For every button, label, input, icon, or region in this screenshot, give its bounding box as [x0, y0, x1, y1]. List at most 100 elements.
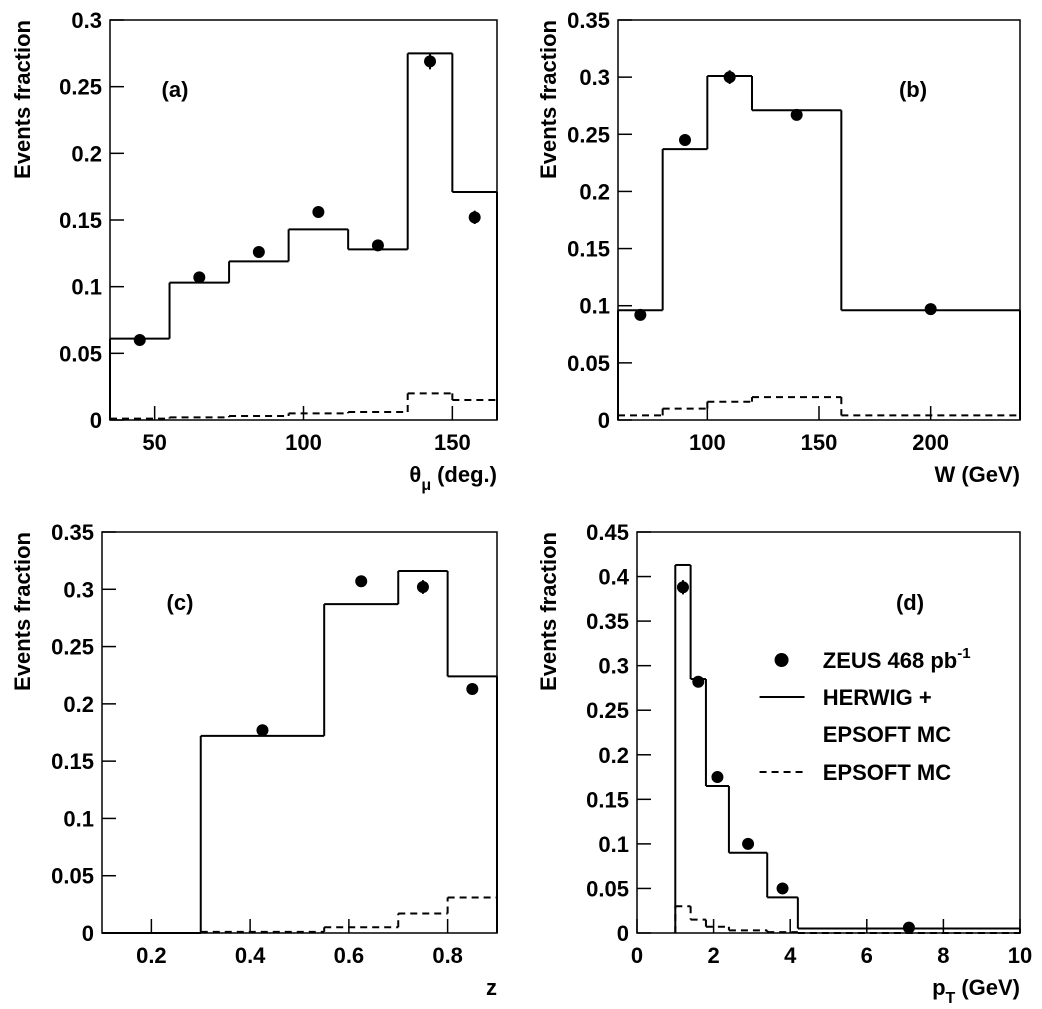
data-point [312, 206, 325, 218]
x-axis-label-unit: (GeV) [961, 975, 1020, 1000]
x-tick-label: 200 [912, 430, 949, 455]
y-tick-label: 0.1 [579, 294, 610, 319]
x-tick-label: 50 [142, 430, 166, 455]
x-axis-label: θμ (deg.) [409, 462, 497, 494]
y-tick-label: 0.1 [63, 806, 94, 831]
y-tick-label: 0.3 [63, 577, 94, 602]
data-point [133, 334, 146, 346]
data-point [634, 308, 647, 321]
panel-label: (a) [162, 77, 189, 102]
x-axis-label: W (GeV) [934, 462, 1020, 487]
data-point [468, 211, 481, 224]
y-tick-label: 0.25 [567, 122, 610, 147]
legend-label: HERWIG + [823, 685, 932, 710]
panel-label: (d) [896, 590, 924, 615]
y-tick-label: 0.2 [71, 141, 102, 166]
y-tick-label: 0.15 [567, 237, 610, 262]
data-point [924, 303, 937, 316]
y-tick-label: 0.25 [586, 698, 629, 723]
x-axis-label-sub: μ [421, 477, 431, 494]
y-tick-label: 0.25 [51, 635, 94, 660]
panel-label: (c) [167, 590, 194, 615]
x-axis-label-main: z [486, 975, 497, 1000]
data-point [252, 246, 265, 258]
x-tick-label: 0 [631, 943, 643, 968]
legend-label-sup: -1 [957, 645, 970, 662]
panel-label: (b) [899, 77, 927, 102]
data-point [371, 239, 384, 252]
data-point [256, 724, 269, 737]
y-axis-label: Events fraction [10, 20, 35, 179]
x-tick-label: 0.4 [235, 943, 266, 968]
y-tick-label: 0.15 [586, 787, 629, 812]
data-point [424, 55, 437, 68]
y-tick-label: 0.05 [59, 341, 102, 366]
x-tick-label: 6 [861, 943, 873, 968]
y-tick-label: 0.1 [598, 832, 629, 857]
x-axis-label-sub: T [946, 990, 956, 1007]
x-axis-label: z [486, 975, 497, 1000]
x-axis-label-main: W (GeV) [934, 462, 1020, 487]
x-tick-label: 100 [689, 430, 726, 455]
y-tick-label: 0.3 [579, 65, 610, 90]
legend-label: ZEUS 468 pb-1 [823, 645, 971, 673]
x-tick-label: 0.2 [136, 943, 167, 968]
y-tick-label: 0.35 [51, 520, 94, 545]
y-tick-label: 0 [598, 408, 610, 433]
data-point [902, 921, 915, 934]
x-tick-label: 150 [434, 430, 471, 455]
y-tick-label: 0.2 [598, 743, 629, 768]
x-tick-label: 0.8 [432, 943, 463, 968]
data-point [193, 271, 206, 284]
plot-frame [617, 19, 1021, 421]
y-tick-label: 0 [90, 408, 102, 433]
y-tick-label: 0.35 [567, 8, 610, 33]
legend-label: EPSOFT MC [823, 722, 951, 747]
data-point [679, 134, 691, 146]
legend-label: EPSOFT MC [823, 760, 951, 785]
data-point [466, 682, 479, 695]
x-axis-label: pT (GeV) [932, 975, 1020, 1007]
y-tick-label: 0.3 [598, 654, 629, 679]
y-tick-label: 0 [82, 921, 94, 946]
x-axis-label-main: θ [409, 462, 421, 487]
x-tick-label: 150 [801, 430, 838, 455]
legend-label-main: ZEUS 468 pb [823, 648, 957, 673]
y-axis-label: Events fraction [10, 532, 35, 691]
data-point [723, 71, 736, 84]
data-point [355, 575, 368, 588]
data-point [711, 771, 724, 784]
x-tick-label: 2 [707, 943, 719, 968]
y-tick-label: 0.3 [71, 8, 102, 33]
y-tick-label: 0.05 [586, 876, 629, 901]
y-tick-label: 0.45 [586, 520, 629, 545]
y-tick-label: 0.2 [579, 179, 610, 204]
data-point [776, 882, 789, 895]
x-tick-label: 8 [937, 943, 949, 968]
data-point [416, 580, 429, 593]
x-axis-label-unit: (deg.) [437, 462, 497, 487]
y-tick-label: 0.05 [567, 351, 610, 376]
plot-frame [101, 531, 498, 934]
y-tick-label: 0.05 [51, 864, 94, 889]
data-point [790, 108, 803, 121]
data-point [742, 837, 755, 850]
x-tick-label: 100 [285, 430, 322, 455]
y-tick-label: 0.2 [63, 692, 94, 717]
data-point [676, 581, 689, 594]
y-tick-label: 0 [617, 921, 629, 946]
y-axis-label: Events fraction [536, 532, 561, 691]
legend-marker [774, 653, 789, 667]
y-tick-label: 0.15 [51, 749, 94, 774]
y-tick-label: 0.15 [59, 208, 102, 233]
y-tick-label: 0.25 [59, 75, 102, 100]
x-axis-label-main: p [932, 975, 945, 1000]
x-tick-label: 10 [1008, 943, 1032, 968]
data-point [692, 675, 705, 688]
x-tick-label: 0.6 [334, 943, 365, 968]
y-tick-label: 0.4 [598, 565, 629, 590]
y-axis-label: Events fraction [536, 20, 561, 179]
y-tick-label: 0.1 [71, 275, 102, 300]
y-tick-label: 0.35 [586, 609, 629, 634]
